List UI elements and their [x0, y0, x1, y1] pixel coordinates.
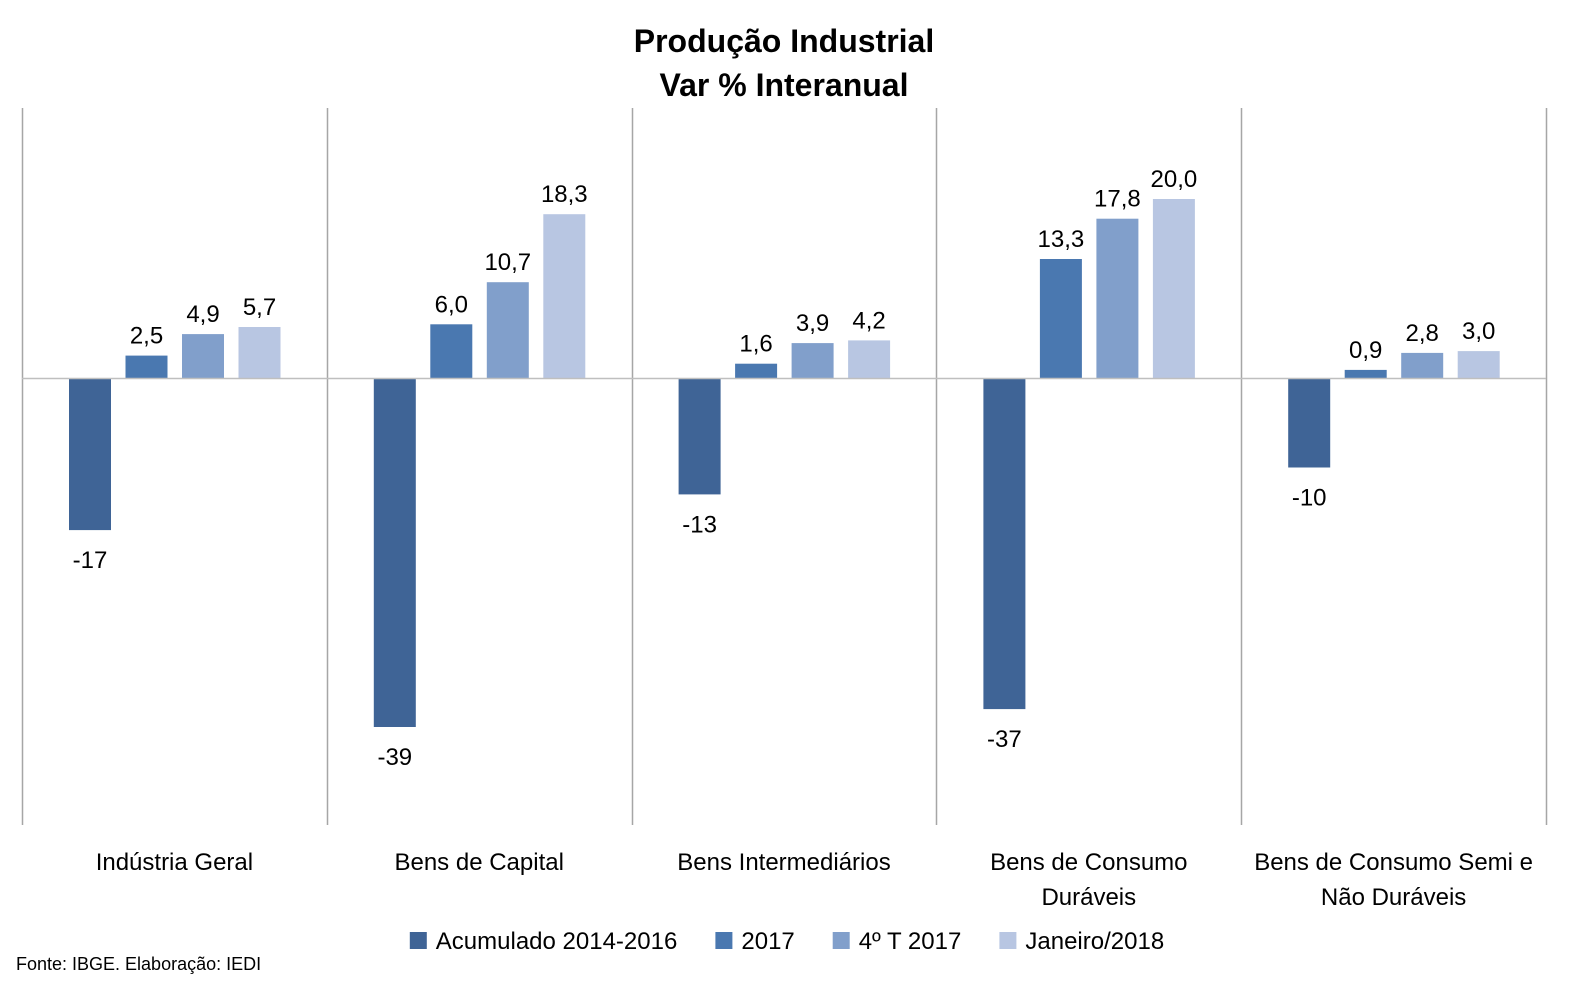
chart-title: Produção Industrial Var % Interanual	[634, 23, 934, 103]
data-label: 2,8	[1406, 320, 1439, 347]
category-labels: Indústria Geral Bens de Capital Bens Inter…	[96, 849, 1533, 911]
data-label: 4,9	[186, 301, 219, 328]
category-label: Duráveis	[1041, 884, 1136, 911]
category-label: Não Duráveis	[1321, 884, 1466, 911]
legend-label: 4º T 2017	[859, 928, 962, 955]
legend-swatch	[999, 932, 1017, 949]
bar	[983, 378, 1026, 710]
category-dividers	[21, 108, 1548, 825]
data-label: 5,7	[243, 294, 276, 321]
data-label: 3,0	[1462, 318, 1495, 345]
category-label: Bens de Capital	[394, 849, 563, 876]
bar	[1457, 351, 1500, 378]
data-label: 6,0	[435, 291, 468, 318]
category-label: Bens de Consumo	[990, 849, 1187, 876]
bar	[735, 363, 778, 378]
data-label: 1,6	[739, 331, 772, 358]
data-label: 3,9	[796, 310, 829, 337]
bar	[1401, 352, 1444, 378]
bars	[69, 199, 1500, 727]
bar	[791, 343, 834, 378]
data-label: -10	[1292, 485, 1327, 512]
bar	[1096, 218, 1139, 378]
bar	[182, 334, 224, 378]
category-label: Indústria Geral	[96, 849, 253, 876]
legend-label: Acumulado 2014-2016	[436, 928, 678, 955]
bar	[848, 340, 891, 378]
bar	[678, 378, 721, 495]
data-label: 20,0	[1151, 166, 1198, 193]
data-labels: -17 2,5 4,9 5,7 -39 6,0 10,7 18,3 -13 1,6 3,9 4,2 -3…	[73, 166, 1496, 771]
legend-label: Janeiro/2018	[1025, 928, 1164, 955]
legend: Acumulado 2014-2016 2017 4º T 2017 Janeiro/…	[409, 928, 1164, 955]
bar	[486, 282, 529, 378]
bar	[69, 378, 111, 531]
bar	[430, 324, 473, 378]
category-label: Bens Intermediários	[677, 849, 890, 876]
data-label: -37	[987, 726, 1022, 753]
legend-swatch	[832, 932, 850, 949]
bar	[125, 355, 168, 378]
data-label: 18,3	[541, 181, 588, 208]
data-label: 0,9	[1349, 337, 1382, 364]
data-label: 17,8	[1094, 186, 1141, 213]
data-label: -39	[377, 744, 412, 771]
data-label: 10,7	[484, 249, 531, 276]
bar	[1039, 259, 1082, 378]
data-label: 2,5	[130, 323, 163, 350]
legend-swatch	[715, 932, 733, 949]
bar	[1288, 378, 1331, 468]
category-label: Bens de Consumo Semi e	[1254, 849, 1533, 876]
bar	[1344, 369, 1387, 378]
data-label: 4,2	[852, 307, 885, 334]
bar	[543, 214, 586, 378]
data-label: -17	[73, 547, 108, 574]
data-label: -13	[682, 511, 717, 538]
legend-label: 2017	[741, 928, 794, 955]
bar	[1152, 199, 1195, 378]
bar	[373, 378, 416, 727]
data-label: 13,3	[1038, 226, 1085, 253]
bar	[238, 327, 281, 378]
source-note: Fonte: IBGE. Elaboração: IEDI	[16, 954, 262, 974]
chart-title-line: Produção Industrial	[634, 23, 934, 59]
chart-title-line: Var % Interanual	[660, 67, 909, 103]
legend-swatch	[409, 932, 427, 949]
